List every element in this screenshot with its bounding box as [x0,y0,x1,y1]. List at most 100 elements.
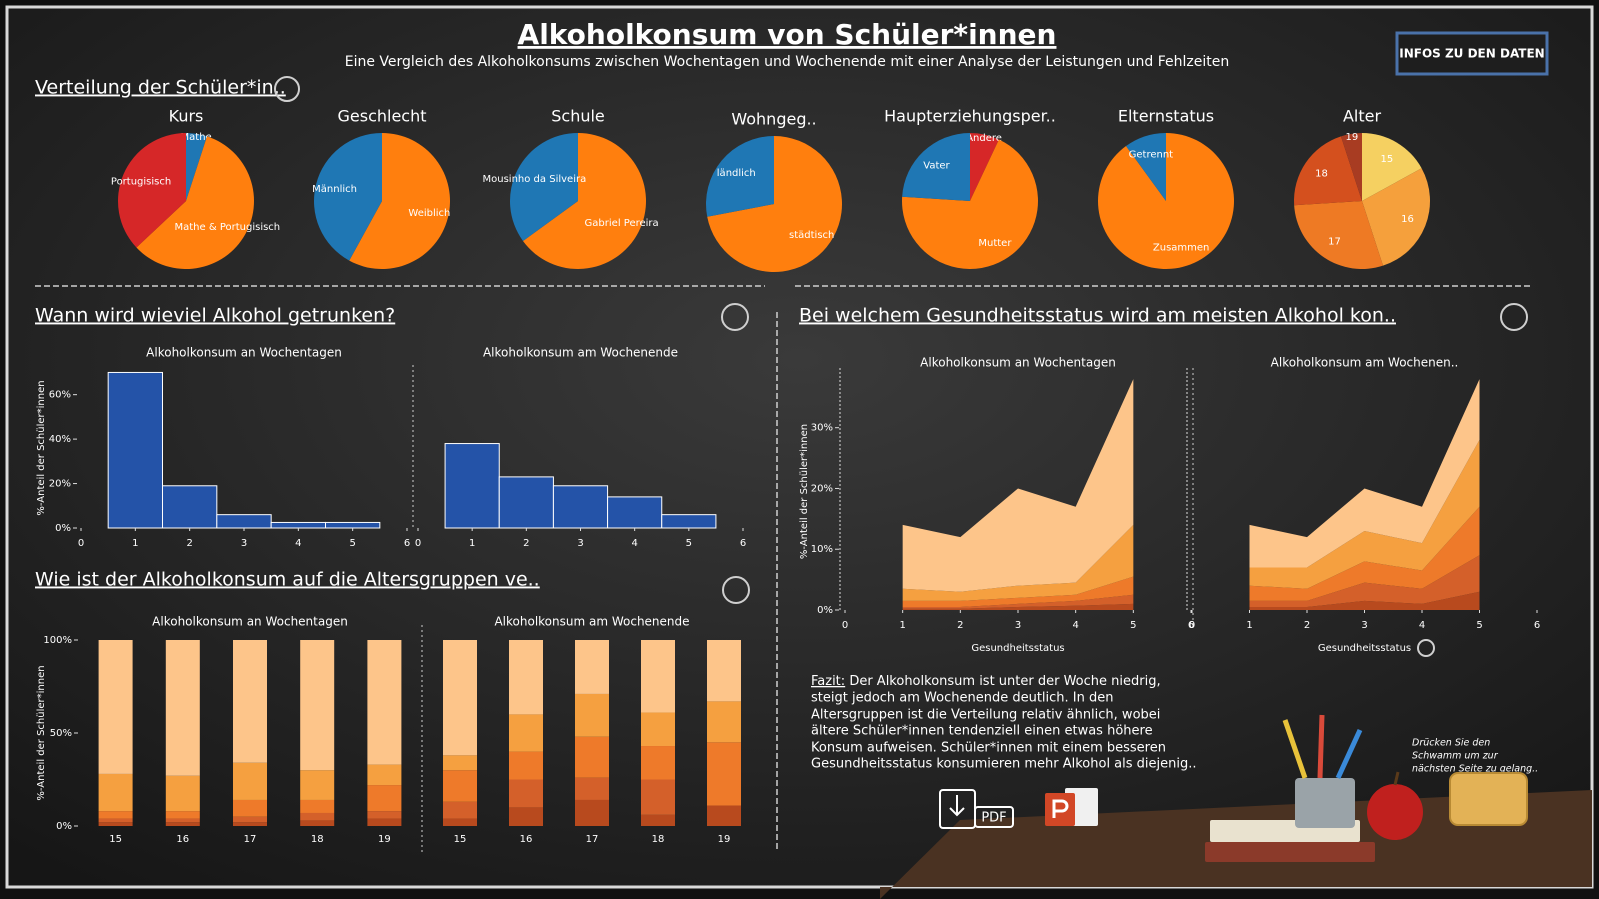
x-tick-label: 18 [311,834,324,845]
pie-slice [186,133,208,201]
x-axis-label: Gesundheitsstatus [1318,643,1411,654]
pie-title: Kurs [169,107,204,126]
x-tick-label: 5 [1476,620,1482,631]
x-tick-label: 1 [469,538,475,549]
x-tick-label: 2 [1304,620,1310,631]
slice-label: Mathe & Portugisisch [175,222,281,233]
bar-segment [575,640,609,694]
pie-slice [1340,133,1362,201]
pie-slice [522,133,646,269]
pie-slice [117,133,186,248]
fazit-line: steigt jedoch am Wochenende deutlich. In… [811,691,1114,706]
x-tick-label: 6 [1534,620,1540,631]
ppt-letter[interactable] [1052,799,1069,818]
x-tick-label: 5 [686,538,692,549]
info-button-box[interactable] [1395,31,1549,76]
bar-segment [641,640,675,713]
fazit-line: Altersgruppen ist die Verteilung relativ… [811,708,1160,723]
info-button[interactable]: INFOS ZU DEN DATEN [1395,31,1549,76]
info-icon[interactable] [722,576,750,604]
info-icon[interactable] [1417,639,1435,657]
slice-label: Weiblich [408,208,450,219]
slice-label: 15 [1381,154,1394,165]
fazit-line: Gesundheitsstatus konsumieren mehr Alkoh… [811,757,1197,772]
histogram-bar [216,514,272,529]
pie-slice [970,133,999,201]
download-arrow[interactable] [949,795,965,817]
bar-segment [707,701,741,743]
bar-segment [509,751,543,780]
bar-segment [575,799,609,826]
hint: Drücken Sie den Schwamm um zur nächsten … [1412,738,1538,775]
x-tick-label: 2 [186,538,192,549]
info-icons[interactable] [274,76,1528,657]
x-tick-label: 17 [586,834,599,845]
x-tick-label: 6 [740,538,746,549]
subtitle: Eine Vergleich des Alkoholkonsums zwisch… [345,54,1230,70]
x-tick-label: 3 [577,538,583,549]
chart-title: Alkoholkonsum an Wochentagen [146,346,342,360]
slice-label: Getrennt [1129,149,1174,160]
pie-title: Alter [1343,107,1382,126]
area-layer [902,576,1134,607]
x-tick-label: 16 [176,834,189,845]
bar-segment [165,640,200,776]
x-tick-label: 4 [1419,620,1425,631]
slice-label: städtisch [789,230,834,241]
bar-segment [165,822,200,826]
bar-segment [575,736,609,778]
area-layer [1249,439,1480,589]
bar-segment [367,785,402,812]
fazit-line: Konsum aufweisen. Schüler*innen mit eine… [811,741,1166,756]
bar-segment [98,811,133,819]
x-tick-label: 4 [1072,620,1078,631]
bar-segment [233,799,267,817]
area-layer [1249,379,1480,568]
chart-title: Alkoholkonsum an Wochentagen [152,615,348,629]
bar-segment [641,712,675,747]
pdf-export[interactable]: PDF [939,789,1014,829]
pie-slice [1294,136,1362,206]
x-tick-label: 0 [78,538,84,549]
x-tick-label: 0 [415,538,421,549]
x-tick-label: 3 [1361,620,1367,631]
x-tick-label: 2 [523,538,529,549]
bar-segment [509,714,543,752]
section-heading: Wann wird wieviel Alkohol getrunken? [35,305,395,327]
y-tick-label: 0% [817,605,833,616]
info-icon[interactable] [274,76,300,102]
bar-segment [707,742,741,806]
area-layer [902,379,1134,592]
pdf-label[interactable]: PDF [981,811,1006,826]
section-heading: Wie ist der Alkoholkonsum auf die Alters… [35,569,540,591]
pdf-badge[interactable] [974,806,1014,828]
chart-title: Alkoholkonsum am Wochenende [483,346,678,360]
bar-segment [707,805,741,826]
bar-segment [575,777,609,800]
slice-label: Portugisisch [111,177,171,188]
chart-title: Alkoholkonsum am Wochenende [494,615,689,629]
bar-segment [98,773,133,812]
ppt-export[interactable] [1045,788,1098,826]
info-button-label[interactable]: INFOS ZU DEN DATEN [1399,47,1544,61]
y-axis-label: %-Anteil der Schüler*innen [799,424,810,559]
info-icon[interactable] [1500,303,1528,331]
pie-slice [901,139,1038,269]
pie-slice [313,133,382,261]
pie-title: Haupterziehungsper.. [884,107,1056,126]
fazit-line: Fazit: Der Alkoholkonsum ist unter der W… [811,674,1161,689]
x-tick-label: 6 [1188,620,1194,631]
info-icon[interactable] [721,303,749,331]
x-tick-label: 1 [1246,620,1252,631]
fazit: Fazit: Der Alkoholkonsum ist unter der W… [811,674,1197,772]
section-heading: Verteilung der Schüler*in.. [35,77,286,99]
chart-dividers [412,365,1194,855]
chart-title: Alkoholkonsum am Wochenen.. [1271,356,1459,370]
bar-segment [98,818,133,823]
sponge-button[interactable] [1449,772,1528,826]
slice-label: ländlich [717,168,756,179]
histogram-bar [444,443,500,529]
x-tick-label: 15 [109,834,122,845]
bar-segment [300,820,335,826]
